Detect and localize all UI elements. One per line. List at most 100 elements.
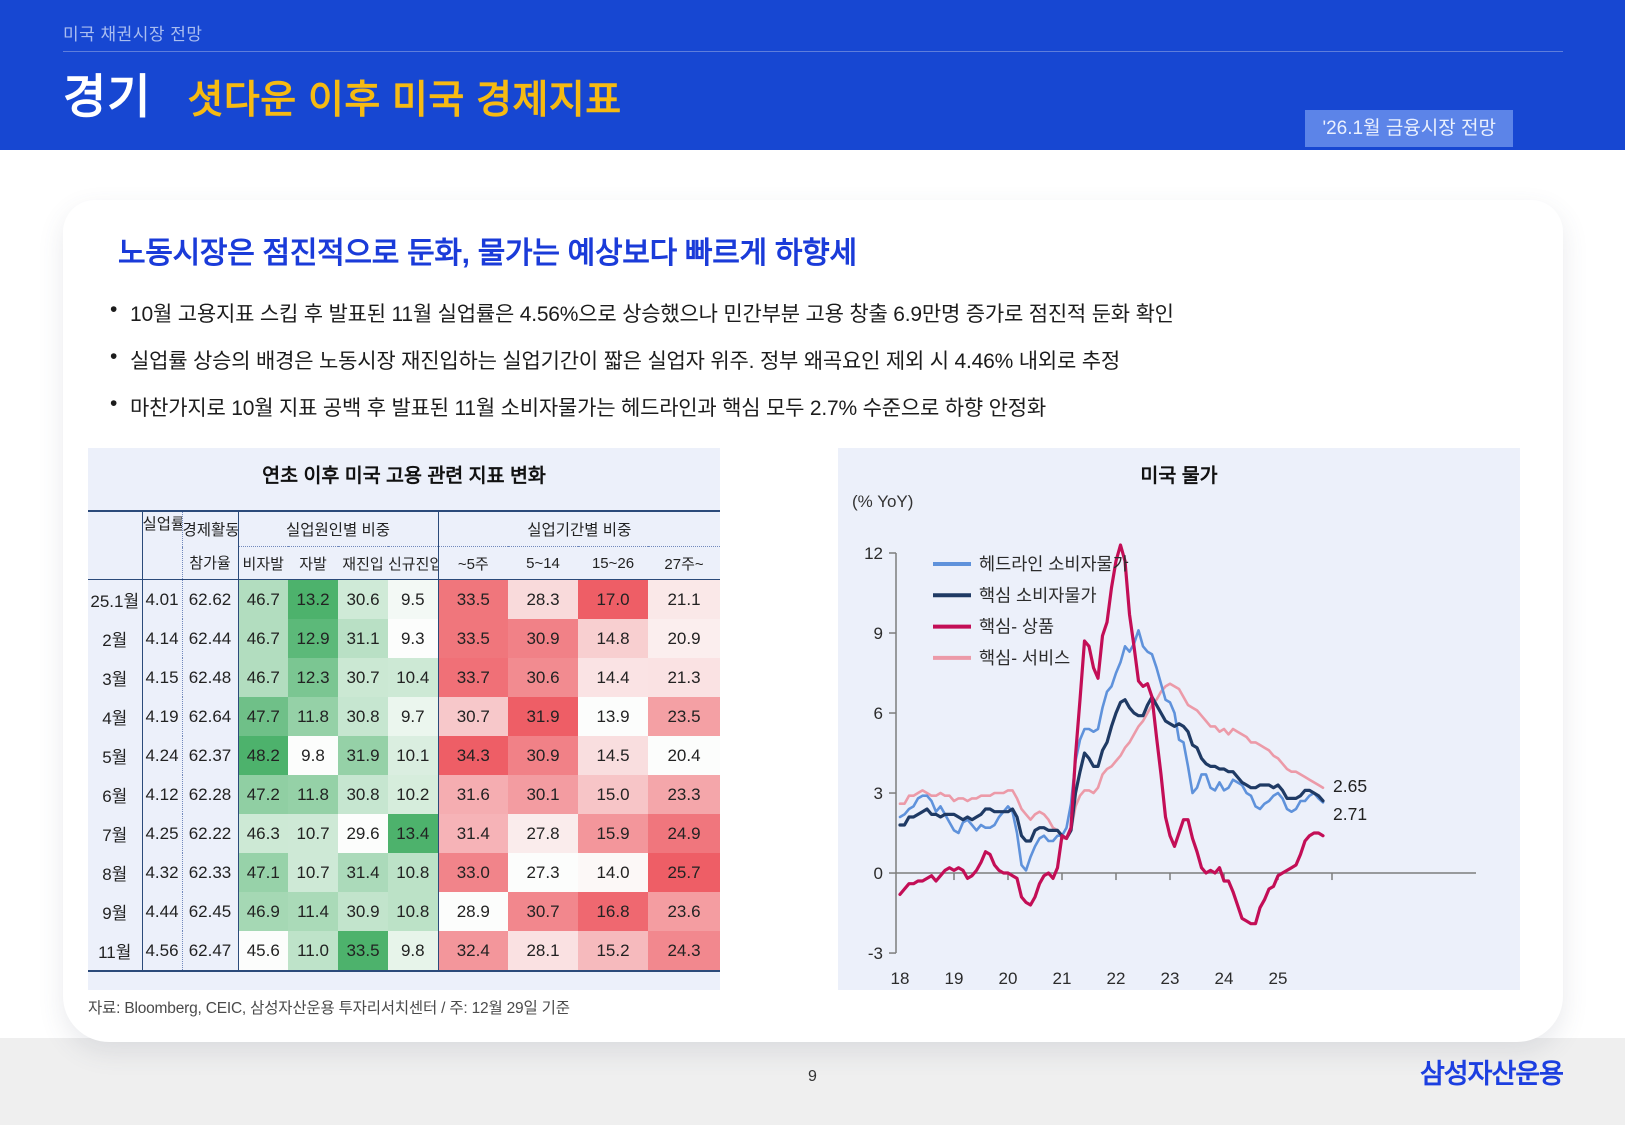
cause-share-cell: 10.8 bbox=[388, 853, 439, 892]
table-row: 4월 4.19 62.64 47.7 11.8 30.8 9.7 30.7 31.9 13.9 23… bbox=[88, 697, 721, 736]
x-tick-label: 25 bbox=[1269, 969, 1288, 988]
content-card: 노동시장은 점진적으로 둔화, 물가는 예상보다 빠르게 하향세 10월 고용지… bbox=[63, 200, 1563, 1042]
cause-share-cell: 10.8 bbox=[388, 892, 439, 931]
duration-share-cell: 14.5 bbox=[578, 736, 649, 775]
table-row: 7월 4.25 62.22 46.3 10.7 29.6 13.4 31.4 27.8 15.9 2… bbox=[88, 814, 721, 853]
duration-share-cell: 31.4 bbox=[437, 814, 509, 853]
cause-share-cell: 48.2 bbox=[237, 736, 288, 775]
bullet-item: 마찬가지로 10월 지표 공백 후 발표된 11월 소비자물가는 헤드라인과 핵… bbox=[108, 392, 1174, 422]
duration-share-cell: 21.1 bbox=[648, 579, 721, 619]
duration-share-cell: 33.7 bbox=[437, 658, 509, 697]
duration-share-cell: 30.7 bbox=[508, 892, 579, 931]
cause-share-cell: 47.1 bbox=[237, 853, 288, 892]
row-month-label: 8월 bbox=[102, 865, 128, 884]
cause-share-cell: 33.5 bbox=[338, 931, 388, 971]
y-tick-label: 3 bbox=[874, 784, 883, 803]
inflation-chart: -3 0 3 6 9 12 18 19 20 21 22 23 24 25 헤드라인 소비자물가 핵심 소비자… bbox=[838, 518, 1520, 990]
row-month-label: 5월 bbox=[102, 748, 128, 767]
table-row: 8월 4.32 62.33 47.1 10.7 31.4 10.8 33.0 27.3 14.0 2… bbox=[88, 853, 721, 892]
y-tick-label: 0 bbox=[874, 864, 883, 883]
duration-share-cell: 27.8 bbox=[508, 814, 579, 853]
legend-label: 핵심- 서비스 bbox=[979, 648, 1070, 668]
row-month-label: 4월 bbox=[102, 709, 128, 728]
column-header-unemployment-rate: 실업률 bbox=[141, 511, 182, 580]
page-title: 셧다운 이후 미국 경제지표 bbox=[187, 79, 622, 122]
table-corner-cell bbox=[88, 511, 142, 580]
duration-share-cell: 28.3 bbox=[508, 579, 579, 619]
cause-share-cell: 9.8 bbox=[388, 931, 439, 971]
table-row: 3월 4.15 62.48 46.7 12.3 30.7 10.4 33.7 30.6 14.4 2… bbox=[88, 658, 721, 697]
duration-share-cell: 31.9 bbox=[508, 697, 579, 736]
cause-share-cell: 30.9 bbox=[338, 892, 388, 931]
participation-rate-cell: 62.33 bbox=[181, 853, 238, 892]
unemployment-rate-cell: 4.24 bbox=[141, 736, 182, 775]
duration-share-cell: 15.2 bbox=[578, 931, 649, 971]
x-tick-label: 19 bbox=[945, 969, 964, 988]
duration-share-cell: 24.3 bbox=[648, 931, 721, 971]
duration-share-cell: 33.0 bbox=[437, 853, 509, 892]
duration-share-cell: 33.5 bbox=[437, 619, 509, 658]
participation-rate-cell: 62.44 bbox=[181, 619, 238, 658]
table-row: 9월 4.44 62.45 46.9 11.4 30.9 10.8 28.9 30.7 16.8 2… bbox=[88, 892, 721, 931]
unemployment-rate-cell: 4.25 bbox=[141, 814, 182, 853]
chart-line-core-goods bbox=[898, 543, 1325, 926]
duration-share-cell: 15.9 bbox=[578, 814, 649, 853]
participation-rate-cell: 62.48 bbox=[181, 658, 238, 697]
cause-share-cell: 9.5 bbox=[388, 579, 439, 619]
cause-share-cell: 12.3 bbox=[288, 658, 338, 697]
cause-share-cell: 10.7 bbox=[288, 853, 338, 892]
duration-share-cell: 17.0 bbox=[578, 579, 649, 619]
cause-share-cell: 10.4 bbox=[388, 658, 439, 697]
unemployment-rate-cell: 4.19 bbox=[141, 697, 182, 736]
participation-rate-cell: 62.45 bbox=[181, 892, 238, 931]
cause-share-cell: 30.8 bbox=[338, 697, 388, 736]
unemployment-rate-cell: 4.44 bbox=[141, 892, 182, 931]
bullet-item: 실업률 상승의 배경은 노동시장 재진입하는 실업기간이 짧은 실업자 위주. … bbox=[108, 345, 1174, 375]
cause-share-cell: 30.8 bbox=[338, 775, 388, 814]
unemployment-rate-cell: 4.32 bbox=[141, 853, 182, 892]
row-month-label: 9월 bbox=[102, 904, 128, 923]
cause-share-cell: 30.6 bbox=[338, 579, 388, 619]
row-month-label: 11월 bbox=[98, 943, 132, 962]
end-value-label: 2.71 bbox=[1333, 804, 1367, 824]
participation-rate-cell: 62.37 bbox=[181, 736, 238, 775]
duration-share-cell: 33.5 bbox=[437, 579, 509, 619]
cause-share-cell: 11.4 bbox=[288, 892, 338, 931]
duration-share-cell: 30.1 bbox=[508, 775, 579, 814]
inflation-chart-title: 미국 물가 bbox=[1140, 465, 1218, 487]
cause-share-cell: 11.8 bbox=[288, 775, 338, 814]
duration-share-cell: 13.9 bbox=[578, 697, 649, 736]
cause-share-cell: 46.7 bbox=[237, 658, 288, 697]
cause-share-cell: 9.8 bbox=[288, 736, 338, 775]
eyebrow-label: 미국 채권시장 전망 bbox=[63, 25, 203, 44]
x-tick-label: 21 bbox=[1053, 969, 1072, 988]
legend-label: 헤드라인 소비자물가 bbox=[979, 554, 1129, 574]
cause-share-cell: 11.8 bbox=[288, 697, 338, 736]
unemployment-rate-cell: 4.01 bbox=[141, 579, 182, 619]
chart-line-core-services bbox=[898, 682, 1325, 840]
unemployment-rate-cell: 4.56 bbox=[141, 931, 182, 971]
chart-line-core-cpi bbox=[898, 695, 1325, 843]
cause-share-cell: 31.9 bbox=[338, 736, 388, 775]
column-header-new-entrant: 신규진입 bbox=[388, 546, 439, 580]
duration-share-cell: 32.4 bbox=[437, 931, 509, 971]
column-header-participation-line2: 참가율 bbox=[181, 546, 238, 580]
column-header-5-14wk: 5~14 bbox=[508, 546, 579, 580]
column-header-voluntary: 자발 bbox=[288, 546, 338, 580]
duration-share-cell: 14.0 bbox=[578, 853, 649, 892]
legend-label: 핵심 소비자물가 bbox=[979, 585, 1097, 605]
column-header-participation-line1: 경제활동 bbox=[181, 511, 238, 547]
unemployment-rate-cell: 4.14 bbox=[141, 619, 182, 658]
duration-share-cell: 24.9 bbox=[648, 814, 721, 853]
participation-rate-cell: 62.62 bbox=[181, 579, 238, 619]
y-tick-label: -3 bbox=[868, 944, 883, 963]
cause-share-cell: 30.7 bbox=[338, 658, 388, 697]
cause-share-cell: 12.9 bbox=[288, 619, 338, 658]
cause-share-cell: 9.3 bbox=[388, 619, 439, 658]
group-header-by-duration: 실업기간별 비중 bbox=[437, 511, 721, 547]
duration-share-cell: 28.9 bbox=[437, 892, 509, 931]
cause-share-cell: 47.2 bbox=[237, 775, 288, 814]
column-header-involuntary: 비자발 bbox=[237, 546, 288, 580]
